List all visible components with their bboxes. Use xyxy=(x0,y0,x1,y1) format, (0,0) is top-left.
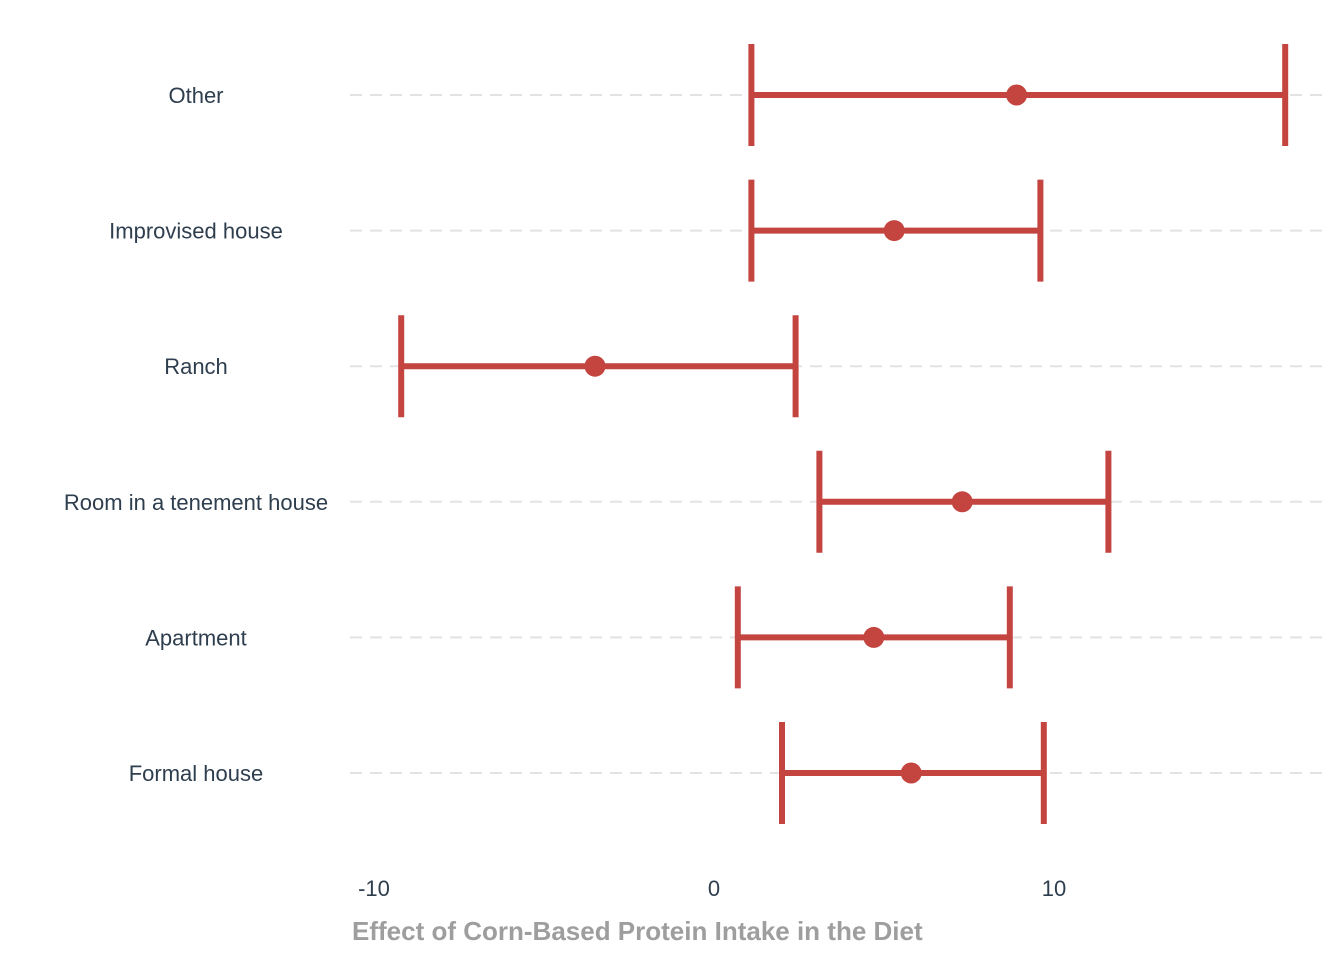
category-label: Formal house xyxy=(129,761,264,786)
point-estimate xyxy=(863,626,885,648)
x-tick-label: -10 xyxy=(358,876,390,901)
category-label: Room in a tenement house xyxy=(64,490,328,515)
x-axis-ticks: -10 0 10 xyxy=(358,876,1066,901)
point-estimate xyxy=(1006,84,1028,106)
point-estimate xyxy=(900,762,922,784)
x-tick-label: 0 xyxy=(708,876,720,901)
category-labels: Other Improvised house Ranch Room in a tene… xyxy=(64,83,328,786)
point-estimate xyxy=(584,355,606,377)
category-label: Apartment xyxy=(145,625,247,650)
x-tick-label: 10 xyxy=(1042,876,1066,901)
point-estimate xyxy=(951,491,973,513)
data-marks xyxy=(398,44,1289,824)
point-estimate xyxy=(883,220,905,242)
category-label: Improvised house xyxy=(109,219,283,244)
category-label: Other xyxy=(168,83,223,108)
gridlines xyxy=(350,94,1326,774)
category-label: Ranch xyxy=(164,354,228,379)
x-axis-title: Effect of Corn-Based Protein Intake in t… xyxy=(352,916,923,946)
